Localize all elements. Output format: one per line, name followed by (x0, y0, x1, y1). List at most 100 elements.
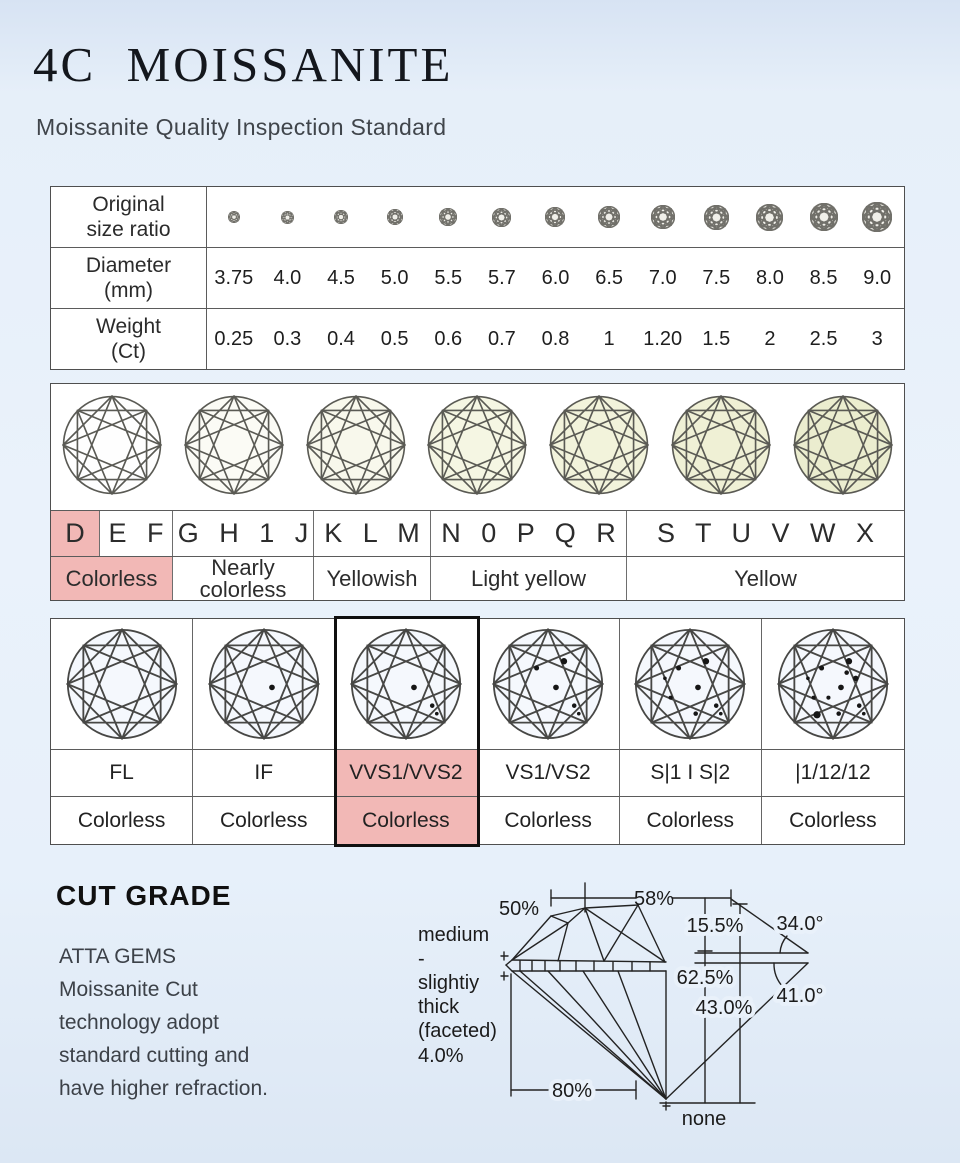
cut-grade-paragraph: ATTA GEMS Moissanite Cut technology adop… (59, 940, 389, 1105)
gem-icon (850, 202, 904, 232)
header-line: (Ct) (111, 340, 146, 363)
gem-size-row (207, 187, 904, 248)
cut-grade-heading: CUT GRADE (56, 880, 232, 911)
gem-icon (636, 205, 690, 229)
color-letters-ghij: G H 1 J (173, 511, 314, 556)
header-line: (mm) (104, 279, 153, 302)
label-line: colorless (199, 576, 287, 602)
label-line: Colorless (65, 566, 158, 591)
label-line: Yellowish (326, 566, 418, 591)
label-girdle: - (418, 948, 425, 970)
diameter-value: 8.0 (756, 266, 784, 289)
size-table-header-weight: Weight (Ct) (51, 309, 207, 369)
gem-icon (797, 203, 851, 231)
weight-value: 0.25 (214, 327, 254, 350)
color-letters-d: D (51, 511, 100, 556)
weight-value: 1 (603, 327, 615, 350)
clarity-grade-fl: FL (51, 750, 194, 797)
diameter-value: 6.5 (595, 266, 624, 289)
label-girdle: medium (418, 924, 489, 946)
clarity-grade-i: |1/12/12 (761, 750, 904, 797)
clarity-grade-vs: VS1/VS2 (477, 750, 620, 797)
page-title: 4C MOISSANITE (33, 37, 454, 92)
paragraph-line: ATTA GEMS (59, 945, 177, 968)
label-width-pct: 58% (634, 888, 674, 910)
label-pavilion-angle: 41.0° (777, 985, 824, 1007)
label-table-pct: 50% (499, 898, 539, 920)
diameter-row: 3.75 4.0 4.5 5.0 5.5 5.7 6.0 6.5 7.0 7.5… (207, 248, 904, 309)
diameter-value: 5.0 (380, 266, 409, 289)
color-letter-row: D E F G H 1 J K L M N 0 P Q R S T U V W … (51, 511, 904, 556)
diamond-topview-icon (183, 394, 285, 501)
weight-value: 0.8 (541, 327, 570, 350)
weight-value: 0.5 (380, 327, 409, 350)
color-label-light-yellow: Light yellow (431, 557, 627, 600)
diameter-value: 4.5 (327, 266, 355, 289)
header-line: Diameter (85, 254, 172, 277)
color-letters-nopqr: N 0 P Q R (431, 511, 627, 556)
diamond-topview-icon (670, 394, 772, 501)
paragraph-line: technology adopt (59, 1011, 219, 1034)
color-grade-table: D E F G H 1 J K L M N 0 P Q R S T U V W … (50, 383, 905, 601)
label-girdle: thick (418, 996, 460, 1018)
clarity-color-label: Colorless (193, 797, 336, 844)
diamond-topview-icon (305, 394, 407, 501)
diameter-value: 7.5 (702, 266, 731, 289)
gem-icon (314, 210, 368, 224)
gem-icon (207, 211, 261, 223)
label-pavilion-depth: 43.0% (696, 997, 753, 1019)
label-line: Yellow (734, 566, 797, 591)
weight-row: 0.25 0.3 0.4 0.5 0.6 0.7 0.8 1 1.20 1.5 … (207, 309, 904, 369)
diameter-value: 9.0 (863, 266, 892, 289)
weight-value: 0.7 (487, 327, 516, 350)
size-table-header-diameter: Diameter (mm) (51, 248, 207, 309)
weight-value: 3 (871, 327, 883, 350)
diameter-value: 3.75 (214, 266, 254, 289)
label-culet: none (682, 1108, 727, 1130)
color-label-row: Colorless Nearly colorless Yellowish Lig… (51, 556, 904, 600)
clarity-grade-if: IF (193, 750, 336, 797)
gem-icon (743, 203, 797, 231)
clarity-color-label: Colorless (51, 797, 194, 844)
diameter-value: 4.0 (273, 266, 302, 289)
color-stone-row (51, 384, 904, 512)
clarity-color-label: Colorless (620, 797, 762, 844)
clarity-stone-vs-icon (477, 619, 620, 750)
paragraph-line: Moissanite Cut (59, 978, 198, 1001)
label-line: Nearly (211, 554, 275, 580)
diamond-topview-icon (61, 394, 163, 501)
header-line: size ratio (86, 218, 171, 241)
gem-icon (529, 207, 583, 227)
label-girdle: (faceted) (418, 1020, 497, 1042)
weight-value: 0.3 (273, 327, 302, 350)
color-label-nearly-colorless: Nearly colorless (173, 554, 314, 602)
weight-value: 1.20 (643, 327, 683, 350)
weight-value: 2 (764, 327, 776, 350)
diamond-topview-icon (548, 394, 650, 501)
clarity-color-label: Colorless (789, 808, 877, 832)
gem-icon (690, 204, 744, 230)
weight-value: 1.5 (702, 327, 731, 350)
gem-icon (582, 206, 636, 228)
cut-proportion-diagram: 50% 58% 15.5% 34.0° 62.5% 43.0% 41.0° 80… (418, 882, 827, 1130)
weight-value: 0.6 (434, 327, 463, 350)
diameter-value: 6.0 (541, 266, 570, 289)
paragraph-line: have higher refraction. (59, 1077, 268, 1100)
diameter-value: 5.5 (434, 266, 463, 289)
clarity-grade-si: S|1 I S|2 (619, 750, 762, 797)
clarity-color-label: Colorless (335, 797, 478, 844)
color-label-yellowish: Yellowish (314, 557, 431, 600)
gem-icon (261, 210, 315, 224)
clarity-stone-si-icon (619, 619, 762, 750)
weight-value: 0.4 (327, 327, 355, 350)
page-subtitle: Moissanite Quality Inspection Standard (36, 114, 447, 140)
color-letters-ef: E F (100, 511, 173, 556)
clarity-stone-fl-icon (51, 619, 194, 750)
color-letters-stuvwx: S T U V W X (656, 518, 875, 549)
clarity-grade-table: FL IF VVS1/VVS2 VS1/VS2 S|1 I S|2 |1/12/… (50, 618, 905, 845)
diameter-value: 8.5 (809, 266, 838, 289)
label-crown-height: 15.5% (687, 915, 744, 937)
size-ratio-table: Original size ratio (50, 186, 905, 370)
gem-icon (475, 207, 529, 227)
